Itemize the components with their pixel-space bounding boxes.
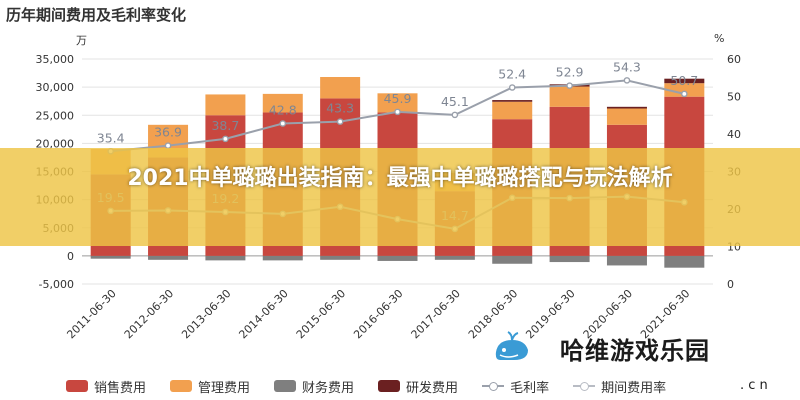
y-right-tick-label: 60 — [727, 53, 741, 66]
gross-margin-data-label: 50.7 — [670, 73, 698, 88]
gross-margin-point — [394, 108, 401, 116]
management-bar — [377, 93, 418, 113]
overlay-banner — [0, 148, 800, 246]
finance-bar — [377, 255, 418, 261]
legend-item[interactable]: 毛利率 — [482, 376, 549, 396]
watermark-domain: . c n — [740, 378, 768, 393]
gross-margin-data-label: 43.3 — [326, 101, 354, 116]
management-bar — [664, 83, 705, 97]
legend-swatch — [170, 380, 193, 392]
y-right-tick-label: 0 — [727, 278, 734, 291]
rnd-bar — [492, 100, 533, 102]
gross-margin-point — [508, 84, 516, 91]
legend-label: 毛利率 — [510, 380, 550, 396]
rnd-bar — [606, 106, 647, 109]
y-right-tick-label: 40 — [727, 128, 741, 141]
gross-margin-data-label: 36.9 — [154, 125, 182, 140]
finance-bar — [148, 255, 189, 260]
finance-bar — [205, 255, 246, 261]
legend-item[interactable]: 管理费用 — [170, 376, 250, 396]
finance-bar — [492, 255, 533, 264]
gross-margin-data-label: 38.7 — [211, 118, 239, 133]
gross-margin-point — [681, 90, 688, 98]
gross-margin-point — [336, 118, 344, 125]
management-bar — [549, 86, 590, 107]
x-tick-label: 2016-06-30 — [351, 287, 405, 341]
finance-bar — [262, 255, 303, 261]
legend-swatch — [66, 380, 88, 392]
management-bar — [262, 93, 303, 113]
gross-margin-point — [222, 135, 229, 143]
gross-margin-data-label: 45.1 — [441, 94, 469, 109]
legend-label: 管理费用 — [198, 380, 251, 396]
y-left-tick-label: -5,000 — [39, 278, 74, 291]
chart-title: 历年期间费用及毛利率变化 — [6, 6, 187, 24]
legend-label: 期间费用率 — [601, 380, 667, 396]
y-left-tick-label: 25,000 — [36, 109, 75, 122]
y-left-tick-label: 30,000 — [36, 81, 75, 94]
finance-bar — [90, 255, 131, 259]
legend-swatch — [274, 380, 297, 392]
gross-margin-point — [623, 77, 631, 84]
x-tick-label: 2013-06-30 — [179, 287, 233, 341]
gross-margin-data-label: 52.9 — [556, 65, 584, 80]
gross-margin-data-label: 35.4 — [97, 130, 125, 145]
legend-item[interactable]: 研发费用 — [378, 376, 458, 396]
gross-margin-data-label: 45.9 — [384, 91, 412, 106]
gross-margin-data-label: 42.8 — [269, 103, 297, 118]
legend-label: 研发费用 — [406, 380, 459, 396]
legend-swatch — [482, 380, 505, 392]
watermark: 哈维游戏乐园 — [492, 328, 710, 368]
overlay-banner-text[interactable]: 2021中单璐璐出装指南：最强中单璐璐搭配与玩法解析 — [127, 166, 673, 191]
legend-label: 财务费用 — [302, 380, 355, 396]
y-left-tick-label: 20,000 — [36, 137, 75, 150]
finance-bar — [606, 255, 647, 266]
chart-legend: 销售费用 管理费用 财务费用 研发费用 毛利率 期间费用率 — [66, 376, 690, 396]
gross-margin-data-label: 54.3 — [613, 59, 641, 74]
y-right-tick-label: 50 — [727, 91, 741, 104]
watermark-text: 哈维游戏乐园 — [560, 336, 710, 365]
legend-label: 销售费用 — [94, 380, 147, 396]
gross-margin-data-label: 52.4 — [498, 67, 526, 82]
x-tick-label: 2015-06-30 — [294, 287, 348, 341]
management-bar — [205, 94, 246, 116]
gross-margin-point — [566, 82, 573, 89]
management-bar — [492, 101, 533, 120]
management-bar — [606, 108, 647, 125]
y-left-tick-label: 35,000 — [36, 53, 75, 66]
x-tick-label: 2011-06-30 — [64, 287, 118, 341]
legend-swatch — [573, 380, 596, 392]
gross-margin-point — [279, 120, 287, 127]
right-axis-unit: % — [714, 32, 725, 45]
gross-margin-point — [451, 111, 459, 119]
legend-swatch — [378, 380, 401, 392]
legend-item[interactable]: 财务费用 — [274, 376, 354, 396]
finance-bar — [664, 255, 705, 268]
x-tick-label: 2012-06-30 — [122, 287, 176, 341]
legend-item[interactable]: 销售费用 — [66, 376, 146, 396]
left-axis-unit: 万 — [76, 34, 87, 47]
management-bar — [320, 77, 361, 99]
rnd-bar — [664, 78, 705, 84]
finance-bar — [549, 255, 590, 263]
x-tick-label: 2017-06-30 — [409, 287, 463, 341]
x-tick-label: 2014-06-30 — [236, 287, 290, 341]
finance-bar — [320, 255, 361, 260]
legend-item[interactable]: 期间费用率 — [573, 376, 666, 396]
whale-logo-icon — [495, 331, 528, 360]
y-left-tick-label: 0 — [67, 250, 74, 263]
finance-bar — [434, 255, 475, 260]
